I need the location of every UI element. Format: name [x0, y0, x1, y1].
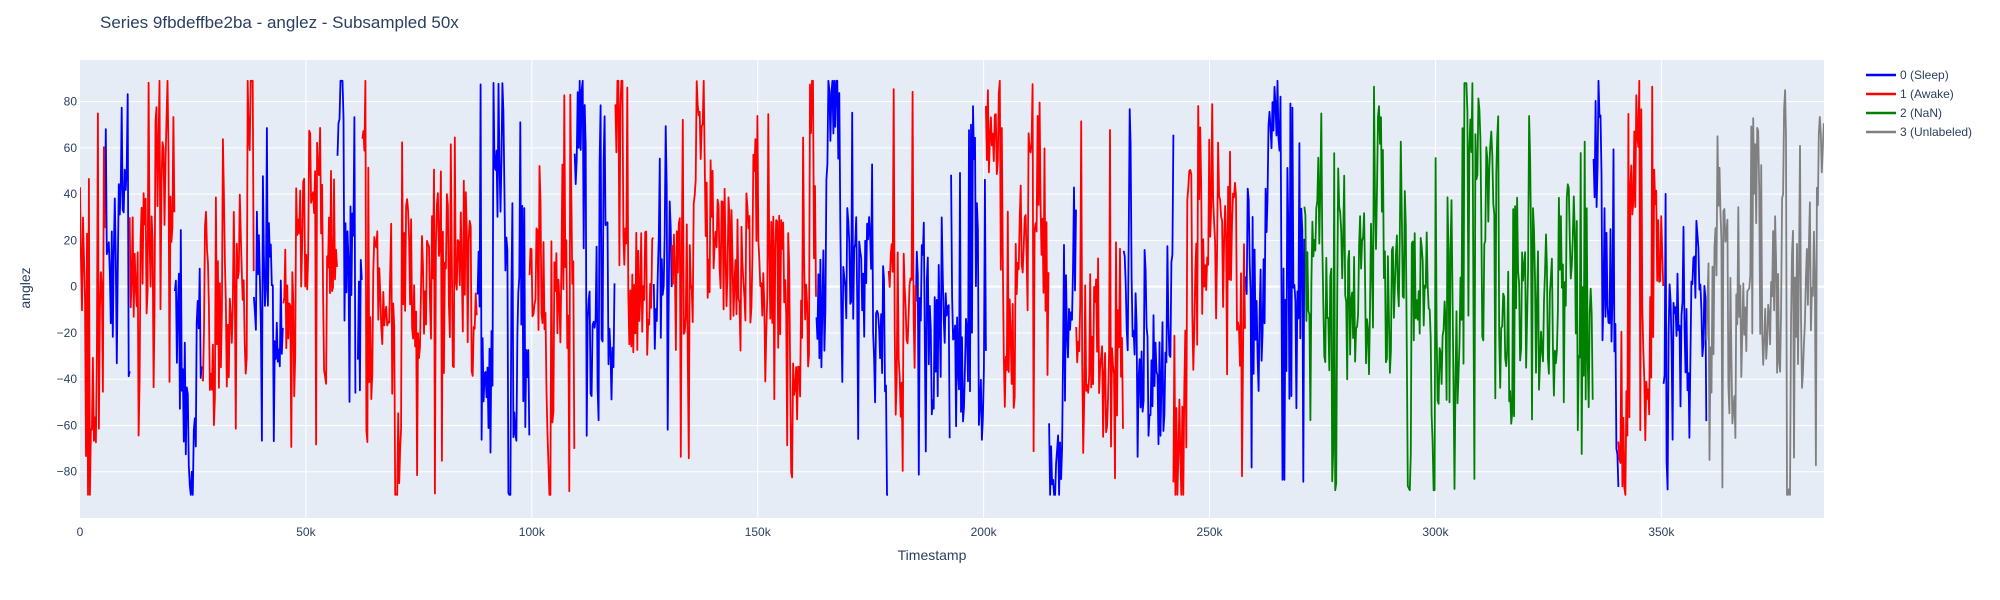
y-tick-label: −20 [57, 326, 78, 340]
y-tick-label: 0 [70, 280, 77, 294]
y-tick-label: −60 [57, 418, 78, 432]
series-line-0 [1592, 79, 1620, 488]
x-axis-title: Timestamp [898, 547, 967, 563]
series-line-1 [528, 93, 576, 496]
series-line-0 [357, 259, 363, 392]
x-tick-label: 300k [1422, 525, 1449, 539]
y-tick-label: 40 [64, 187, 78, 201]
legend-item[interactable]: 1 (Awake) [1866, 87, 1954, 101]
series-line-0 [1122, 108, 1175, 458]
chart-title: Series 9fbdeffbe2ba - anglez - Subsample… [100, 13, 459, 32]
series-line-1 [1617, 79, 1665, 496]
series-line-0 [1048, 186, 1077, 496]
series-line-0 [652, 125, 673, 431]
series-line-0 [1662, 193, 1708, 491]
series-line-3 [1705, 89, 1824, 496]
y-tick-label: −80 [57, 465, 78, 479]
x-axis-ticks: 0 50k 100k 150k 200k 250k 300k 350k [77, 525, 1676, 539]
series-line-1 [201, 79, 255, 430]
series-line-0 [103, 93, 131, 378]
series-line-0 [1244, 79, 1306, 483]
series-line-1 [282, 127, 338, 448]
series-line-0 [815, 79, 888, 496]
legend-item[interactable]: 2 (NaN) [1866, 106, 1942, 120]
y-axis-title: anglez [17, 267, 33, 308]
y-tick-label: 60 [64, 141, 78, 155]
series-line-2 [1303, 82, 1594, 492]
legend[interactable]: 0 (Sleep) 1 (Awake) 2 (NaN) 3 (Unlabeled) [1866, 68, 1972, 139]
x-tick-label: 150k [745, 525, 772, 539]
series-line-1 [671, 79, 817, 479]
series-line-0 [253, 127, 284, 443]
legend-item[interactable]: 0 (Sleep) [1866, 68, 1949, 82]
x-tick-label: 350k [1648, 525, 1675, 539]
legend-label: 3 (Unlabeled) [1900, 125, 1972, 139]
series-line-0 [915, 216, 951, 476]
series-line-1 [1075, 120, 1124, 480]
series-line-1 [1172, 103, 1246, 496]
x-tick-label: 250k [1197, 525, 1224, 539]
series-line-0 [950, 105, 987, 441]
y-tick-label: −40 [57, 372, 78, 386]
legend-label: 0 (Sleep) [1900, 68, 1949, 82]
series-line-0 [336, 79, 357, 403]
y-tick-label: 20 [64, 233, 78, 247]
series-line-0 [174, 229, 203, 496]
series-line-1 [361, 79, 478, 496]
x-tick-label: 0 [77, 525, 84, 539]
y-tick-label: 80 [64, 95, 78, 109]
legend-item[interactable]: 3 (Unlabeled) [1866, 125, 1972, 139]
legend-label: 1 (Awake) [1900, 87, 1954, 101]
series-line-1 [614, 79, 654, 356]
series-line-1 [887, 88, 917, 472]
plot-area [80, 79, 1824, 496]
series-line-1 [80, 112, 106, 496]
series-line-1 [128, 79, 176, 437]
x-tick-label: 200k [971, 525, 998, 539]
x-tick-label: 50k [296, 525, 316, 539]
x-tick-label: 100k [519, 525, 546, 539]
y-axis-ticks: −80 −60 −40 −20 0 20 40 60 80 [57, 95, 78, 479]
series-line-0 [476, 82, 531, 496]
legend-label: 2 (NaN) [1900, 106, 1942, 120]
series-line-1 [985, 79, 1050, 453]
series-line-0 [573, 79, 616, 437]
